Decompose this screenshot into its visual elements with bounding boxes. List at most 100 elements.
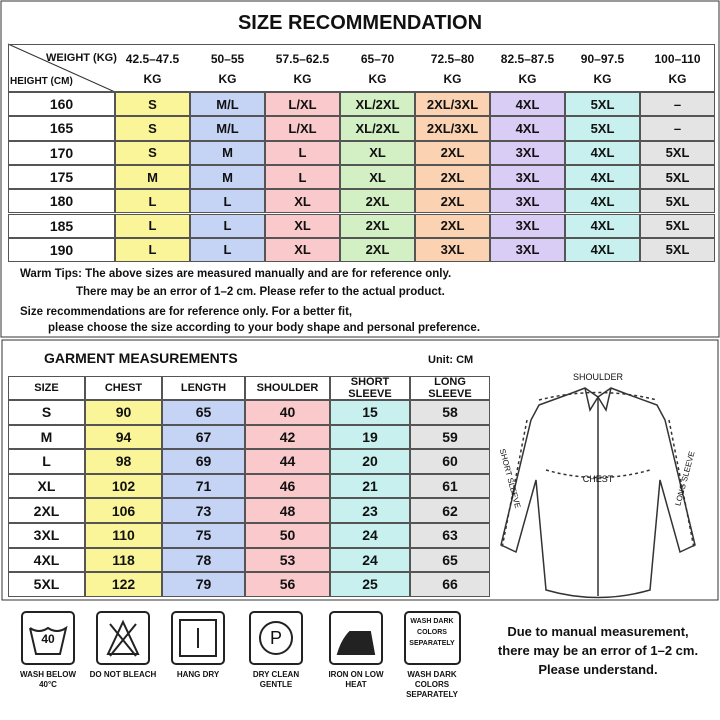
- height-cell: 160: [8, 92, 115, 117]
- note-line: Due to manual measurement,: [507, 624, 689, 639]
- size-cell: 3XL: [490, 189, 565, 214]
- tip-line: Size recommendations are for reference o…: [20, 306, 353, 318]
- measure-cell: 58: [410, 400, 490, 425]
- care-label: HANG DRY: [176, 670, 220, 679]
- size-cell: L: [190, 189, 265, 214]
- size-label: XL: [8, 473, 85, 499]
- weight-unit: KG: [593, 72, 612, 86]
- measure-cell: 48: [245, 498, 330, 523]
- measure-cell: 21: [330, 473, 410, 499]
- weight-range: 82.5–87.5: [500, 52, 555, 66]
- size-cell: 4XL: [565, 213, 640, 238]
- measure-cell: 42: [245, 424, 330, 450]
- note-line: Please understand.: [538, 662, 658, 677]
- size-cell: 5XL: [565, 116, 640, 141]
- measure-cell: 15: [330, 400, 410, 425]
- icon-text: WASH DARK COLORS SEPARATELY: [409, 618, 455, 647]
- title: SIZE RECOMMENDATION: [237, 12, 483, 34]
- measure-cell: 90: [85, 400, 162, 425]
- size-cell: XL: [340, 140, 415, 165]
- measure-cell: 78: [162, 547, 245, 573]
- size-cell: L: [115, 213, 190, 238]
- measure-cell: 110: [85, 523, 162, 548]
- height-cell: 190: [8, 237, 115, 263]
- size-cell: 4XL: [565, 189, 640, 214]
- size-cell: L: [190, 213, 265, 238]
- measure-cell: 106: [85, 498, 162, 523]
- measure-cell: 67: [162, 424, 245, 450]
- measure-cell: 61: [410, 473, 490, 499]
- tip-line: There may be an error of 1–2 cm. Please …: [76, 286, 445, 298]
- garment-title: GARMENT MEASUREMENTS: [44, 350, 238, 366]
- tip-line: please choose the size according to your…: [48, 322, 481, 334]
- measure-cell: 46: [245, 473, 330, 499]
- size-cell: L: [265, 164, 340, 190]
- size-cell: M: [190, 164, 265, 190]
- size-label: 4XL: [8, 547, 85, 573]
- size-cell: 5XL: [640, 140, 715, 165]
- garment-header: LONG SLEEVE: [410, 376, 490, 400]
- measure-cell: 118: [85, 547, 162, 573]
- size-cell: 3XL: [490, 213, 565, 238]
- size-cell: 3XL: [490, 164, 565, 190]
- unit: Unit: CM: [428, 354, 474, 366]
- measure-cell: 75: [162, 523, 245, 548]
- size-cell: S: [115, 116, 190, 141]
- measure-cell: 50: [245, 523, 330, 548]
- weight-unit: KG: [668, 72, 687, 86]
- size-label: 3XL: [8, 523, 85, 548]
- garment-header: SHOULDER: [245, 376, 330, 400]
- measure-cell: 56: [245, 572, 330, 597]
- measure-cell: 24: [330, 547, 410, 573]
- note-line: there may be an error of 1–2 cm.: [497, 643, 699, 658]
- measure-cell: 73: [162, 498, 245, 523]
- size-cell: 2XL: [415, 140, 490, 165]
- shoulder-label: SHOULDER: [572, 372, 623, 382]
- size-label: L: [8, 449, 85, 474]
- size-cell: S: [115, 140, 190, 165]
- top-frame: [0, 0, 720, 338]
- icon-text: P: [269, 628, 282, 648]
- header-box: [8, 44, 715, 92]
- measure-cell: 40: [245, 400, 330, 425]
- size-cell: 2XL/3XL: [415, 92, 490, 117]
- measure-cell: 102: [85, 473, 162, 499]
- weight-range: 42.5–47.5: [125, 52, 180, 66]
- size-cell: L: [265, 140, 340, 165]
- measure-cell: 69: [162, 449, 245, 474]
- size-cell: 3XL: [415, 237, 490, 263]
- tip-line: Warm Tips: The above sizes are measured …: [20, 268, 452, 280]
- height-cell: 170: [8, 140, 115, 165]
- measure-cell: 23: [330, 498, 410, 523]
- measure-cell: 25: [330, 572, 410, 597]
- measure-cell: 19: [330, 424, 410, 450]
- weight-range: 72.5–80: [430, 52, 475, 66]
- measure-cell: 71: [162, 473, 245, 499]
- size-cell: 2XL: [340, 237, 415, 263]
- size-cell: 4XL: [490, 92, 565, 117]
- size-cell: 5XL: [565, 92, 640, 117]
- measure-cell: 24: [330, 523, 410, 548]
- care-label: DO NOT BLEACH: [89, 670, 157, 679]
- size-cell: 5XL: [640, 213, 715, 238]
- garment-header: LENGTH: [162, 376, 245, 400]
- size-cell: –: [640, 116, 715, 141]
- measure-cell: 63: [410, 523, 490, 548]
- garment-header: SHORT SLEEVE: [330, 376, 410, 400]
- size-cell: 2XL: [415, 164, 490, 190]
- measure-cell: 65: [410, 547, 490, 573]
- measure-cell: 59: [410, 424, 490, 450]
- weight-unit: KG: [143, 72, 162, 86]
- size-cell: M: [190, 140, 265, 165]
- size-cell: 2XL/3XL: [415, 116, 490, 141]
- measure-cell: 62: [410, 498, 490, 523]
- size-cell: M/L: [190, 116, 265, 141]
- size-cell: 5XL: [640, 237, 715, 263]
- size-cell: XL: [265, 213, 340, 238]
- size-label: 2XL: [8, 498, 85, 523]
- care-label: IRON ON LOW HEAT: [328, 670, 384, 689]
- measure-cell: 122: [85, 572, 162, 597]
- measure-cell: 44: [245, 449, 330, 474]
